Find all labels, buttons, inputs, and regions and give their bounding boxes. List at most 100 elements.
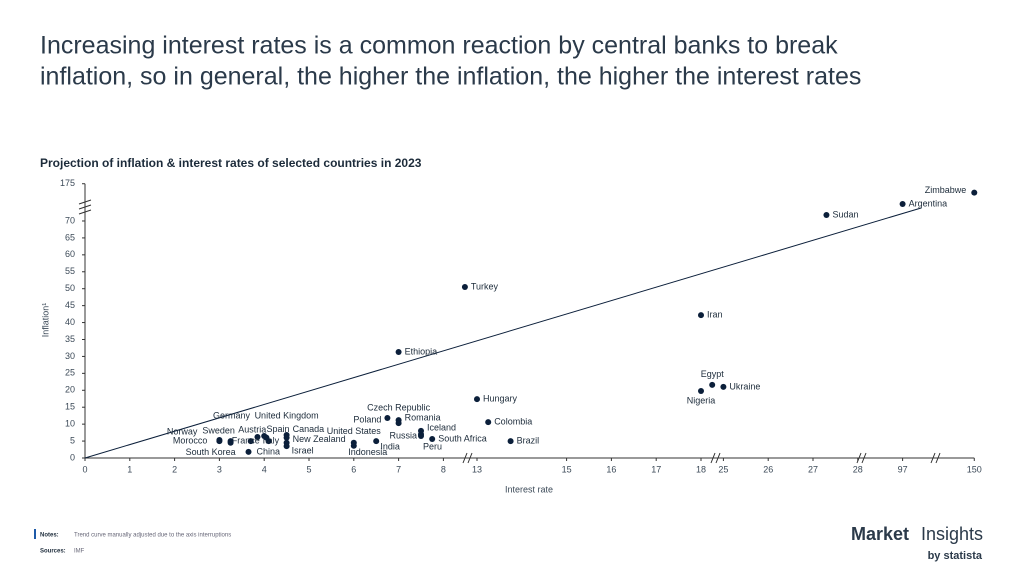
point-label: China [257,446,281,456]
data-point [474,396,480,403]
x-tick-label: 13 [472,464,482,474]
chart-title: Projection of inflation & interest rates… [40,156,422,170]
y-tick-label: 45 [65,300,75,310]
y-tick-label: 65 [65,232,75,242]
point-label: Peru [423,441,442,451]
notes-text: Trend curve manually adjusted due to the… [74,533,231,539]
y-tick-label: 30 [65,351,75,361]
x-tick-label: 28 [853,464,863,474]
y-tick-label: 50 [65,283,75,293]
data-point [283,434,290,441]
notes-bar [34,529,36,539]
headline: inflation, so in general, the higher the… [40,63,861,91]
x-tick-label: 5 [306,464,311,474]
point-label: Indonesia [348,447,387,457]
y-tick-label: 55 [65,266,75,276]
data-point [350,439,357,446]
x-tick-label: 1 [127,464,132,474]
data-point [485,419,492,426]
data-point [461,284,468,291]
x-tick-label: 18 [696,464,706,474]
x-tick-label: 17 [651,464,661,474]
point-label: Israel [292,446,314,456]
point-label: Romania [405,412,441,422]
y-tick-label: 10 [65,419,75,429]
data-point [720,383,727,390]
data-point [823,211,830,218]
point-label: Colombia [494,416,532,426]
trend-line [84,207,922,459]
data-point [395,349,402,356]
brand-by: by statista [928,550,983,562]
y-tick-label: 0 [70,452,75,462]
data-point [709,381,716,388]
point-label: Egypt [701,369,725,379]
y-tick-label: 40 [65,317,75,327]
point-label: Poland [353,414,381,424]
point-label: Canada [293,424,325,434]
x-tick-label: 4 [262,464,267,474]
data-point [971,189,978,196]
brand: Market [851,524,909,544]
y-axis-label: Inflation¹ [40,303,50,338]
data-point [283,443,290,450]
point-label: United Kingdom [255,410,319,420]
point-label: Austria [238,424,266,434]
x-tick-label: 3 [217,464,222,474]
y-tick-label: 15 [65,402,75,412]
y-tick-label: 60 [65,249,75,259]
x-axis-label: Interest rate [505,484,553,494]
point-label: Sweden [202,425,235,435]
data-point [429,436,436,443]
point-label: India [380,441,400,451]
data-point [395,420,402,427]
data-point [373,438,380,445]
point-label: Sudan [832,209,858,219]
sources-text: IMF [74,549,85,555]
point-label: Turkey [471,281,499,291]
point-label: Germany [213,410,251,420]
y-tick-label: 25 [65,368,75,378]
data-point [254,434,261,441]
x-tick-label: 26 [763,464,773,474]
point-label: South Africa [438,433,487,443]
data-point [698,387,704,394]
x-tick-label: 16 [606,464,616,474]
data-point [899,200,906,207]
y-tick-label: 70 [65,215,75,225]
notes-label: Notes: [40,533,59,539]
point-label: Zimbabwe [925,185,967,195]
data-point [507,438,514,445]
data-point [227,439,234,446]
point-label: Nigeria [687,395,716,405]
x-tick-label: 25 [718,464,728,474]
data-point [216,438,223,445]
x-tick-label: 2 [172,464,177,474]
headline: Increasing interest rates is a common re… [40,32,838,60]
y-tick-label: 5 [70,435,75,445]
y-tick-label: 35 [65,334,75,344]
x-tick-label: 150 [967,464,982,474]
data-point [247,438,254,445]
point-label: Morocco [173,435,208,445]
point-label: Ethiopia [405,346,438,356]
point-label: Czech Republic [367,402,431,412]
data-point [245,448,252,455]
x-tick-label: 6 [351,464,356,474]
x-tick-label: 7 [396,464,401,474]
point-label: Brazil [517,435,540,445]
sources-label: Sources: [40,549,66,555]
point-label: Iceland [427,422,456,432]
data-point [384,415,391,422]
point-label: Hungary [483,393,518,403]
data-point [261,432,268,439]
point-label: Argentina [909,198,948,208]
point-label: France [232,435,260,445]
point-label: South Korea [186,447,236,457]
data-point [418,432,424,439]
y-tick-label: 175 [60,178,75,188]
x-tick-label: 27 [808,464,818,474]
point-label: Russia [389,431,417,441]
point-label: Ukraine [729,381,760,391]
